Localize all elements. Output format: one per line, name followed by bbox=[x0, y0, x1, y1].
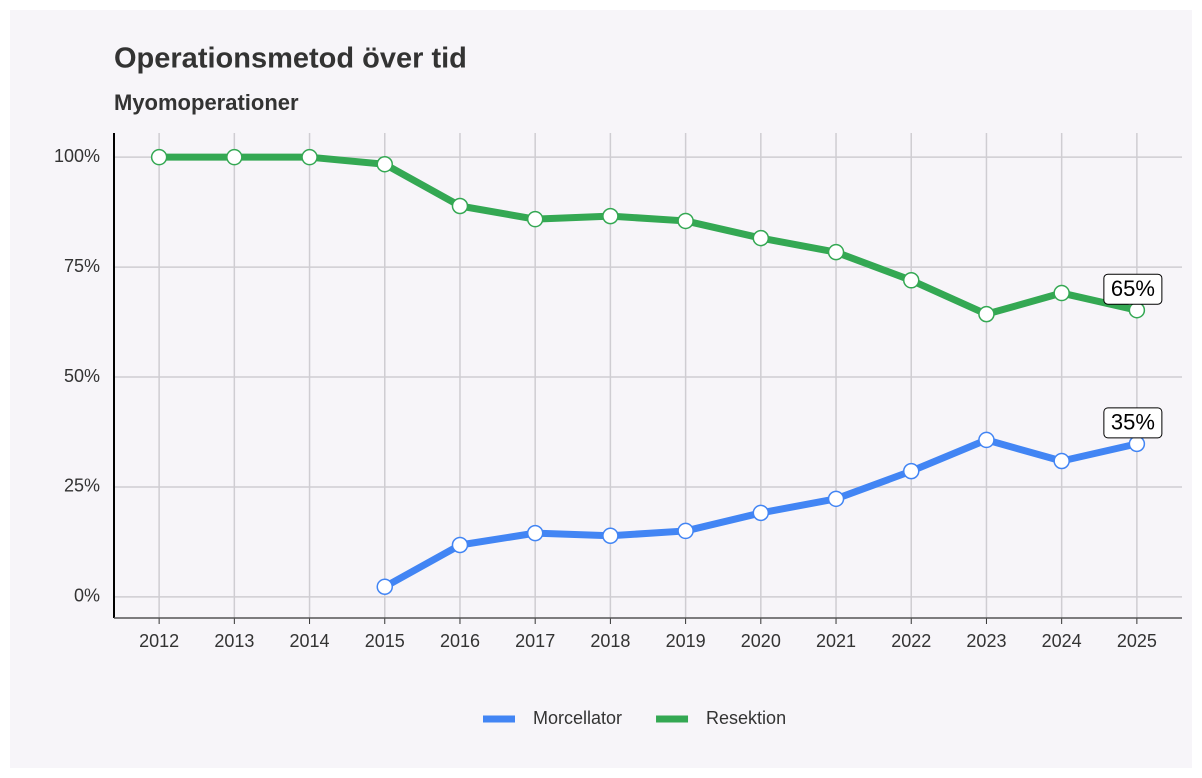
value-label-box bbox=[1103, 407, 1163, 439]
point bbox=[226, 148, 243, 166]
y-tick-label: 75% bbox=[64, 256, 100, 276]
point bbox=[451, 197, 469, 215]
series-line bbox=[159, 153, 1138, 318]
value-label: 65% bbox=[1111, 276, 1155, 301]
point bbox=[752, 504, 770, 522]
y-tick-label: 0% bbox=[74, 586, 100, 606]
y-tick-label: 50% bbox=[64, 366, 100, 386]
x-tick-label: 2018 bbox=[590, 631, 630, 651]
y-tick-label: 100% bbox=[54, 146, 100, 166]
point bbox=[978, 431, 995, 449]
point bbox=[301, 148, 318, 166]
point bbox=[1128, 435, 1146, 453]
point bbox=[677, 522, 694, 540]
point bbox=[376, 155, 394, 173]
point bbox=[1128, 301, 1146, 319]
x-tick-label: 2012 bbox=[139, 631, 179, 651]
point bbox=[1053, 284, 1070, 302]
point bbox=[376, 578, 394, 596]
x-tick-label: 2014 bbox=[290, 631, 330, 651]
x-tick-label: 2016 bbox=[440, 631, 480, 651]
point bbox=[978, 305, 995, 323]
point bbox=[752, 229, 770, 247]
value-label-box bbox=[1103, 273, 1163, 305]
x-tick-label: 2025 bbox=[1117, 631, 1157, 651]
x-tick-label: 2019 bbox=[666, 631, 706, 651]
point bbox=[602, 207, 619, 225]
x-tick-label: 2013 bbox=[214, 631, 254, 651]
chart-subtitle: Myomoperationer bbox=[114, 90, 299, 115]
x-tick-label: 2022 bbox=[891, 631, 931, 651]
point bbox=[902, 462, 920, 480]
point bbox=[451, 536, 469, 554]
legend-label: Resektion bbox=[706, 708, 786, 728]
chart-title: Operationsmetod över tid bbox=[114, 43, 467, 75]
point bbox=[526, 210, 544, 228]
point bbox=[827, 490, 845, 508]
point bbox=[1053, 452, 1070, 470]
x-tick-label: 2024 bbox=[1042, 631, 1082, 651]
panel bbox=[10, 10, 1192, 768]
point bbox=[526, 524, 544, 542]
value-label: 35% bbox=[1111, 410, 1155, 435]
legend-label: Morcellator bbox=[533, 708, 622, 728]
point bbox=[602, 527, 619, 545]
x-tick-label: 2020 bbox=[741, 631, 781, 651]
point bbox=[827, 243, 845, 261]
point bbox=[677, 212, 694, 230]
y-tick-label: 25% bbox=[64, 476, 100, 496]
x-tick-label: 2017 bbox=[515, 631, 555, 651]
x-tick-label: 2015 bbox=[365, 631, 405, 651]
x-tick-label: 2021 bbox=[816, 631, 856, 651]
point bbox=[902, 272, 920, 289]
x-tick-label: 2023 bbox=[966, 631, 1006, 651]
point bbox=[150, 148, 168, 166]
